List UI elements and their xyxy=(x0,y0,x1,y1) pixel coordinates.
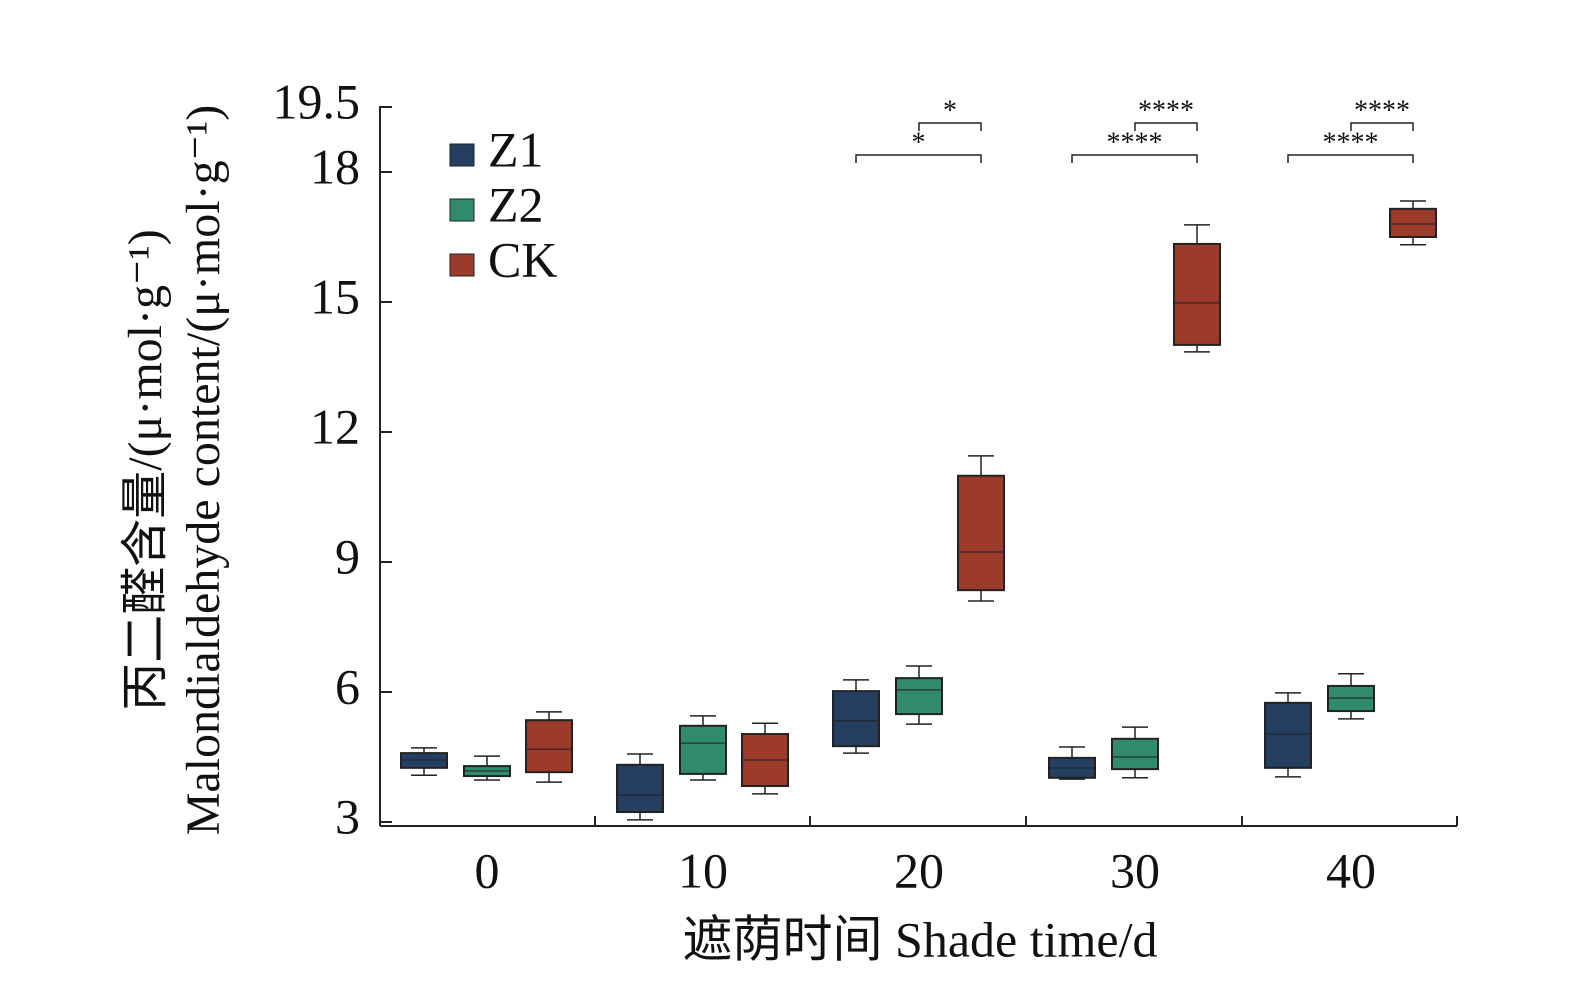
y-tick-label: 12 xyxy=(310,398,360,454)
y-tick-label: 3 xyxy=(335,788,360,844)
x-tick-label: 30 xyxy=(1110,842,1160,898)
box xyxy=(1264,701,1312,769)
legend-swatch xyxy=(449,143,475,167)
legend-label: Z1 xyxy=(488,121,544,177)
box xyxy=(832,690,880,748)
significance-bracket xyxy=(1071,154,1198,163)
y-tick-label: 19.5 xyxy=(273,73,361,129)
box xyxy=(1389,207,1437,238)
box xyxy=(525,719,573,774)
box xyxy=(895,677,943,716)
x-tick-label: 20 xyxy=(894,842,944,898)
x-tick-label: 0 xyxy=(475,842,500,898)
y-tick-label: 9 xyxy=(335,528,360,584)
x-tick-label: 40 xyxy=(1326,842,1376,898)
significance-bracket xyxy=(855,154,982,163)
significance-bracket xyxy=(1287,154,1414,163)
x-axis-label: 遮荫时间 Shade time/d xyxy=(683,911,1158,967)
box xyxy=(957,474,1005,592)
significance-label: **** xyxy=(1107,127,1163,158)
y-axis-label: 丙二醛含量/(μ·mol·g⁻¹) xyxy=(119,229,172,710)
y-axis-label: Malondialdehyde content/(μ·mol·g⁻¹) xyxy=(177,105,230,836)
legend-swatch xyxy=(449,198,475,222)
significance-bracket xyxy=(1350,122,1414,131)
legend-swatch xyxy=(449,253,475,277)
legend-label: CK xyxy=(488,231,557,287)
y-tick-label: 18 xyxy=(310,138,360,194)
significance-label: * xyxy=(912,127,926,158)
box xyxy=(1111,737,1159,771)
significance-label: **** xyxy=(1138,95,1194,126)
significance-label: **** xyxy=(1354,95,1410,126)
legend-label: Z2 xyxy=(488,176,544,232)
significance-bracket xyxy=(1134,122,1198,131)
significance-label: * xyxy=(943,95,957,126)
box xyxy=(616,763,664,814)
y-tick-label: 6 xyxy=(335,658,360,714)
box xyxy=(1173,242,1221,346)
y-tick-label: 15 xyxy=(310,268,360,324)
box xyxy=(679,724,727,775)
significance-bracket xyxy=(918,122,982,131)
significance-label: **** xyxy=(1323,127,1379,158)
x-tick-label: 10 xyxy=(678,842,728,898)
